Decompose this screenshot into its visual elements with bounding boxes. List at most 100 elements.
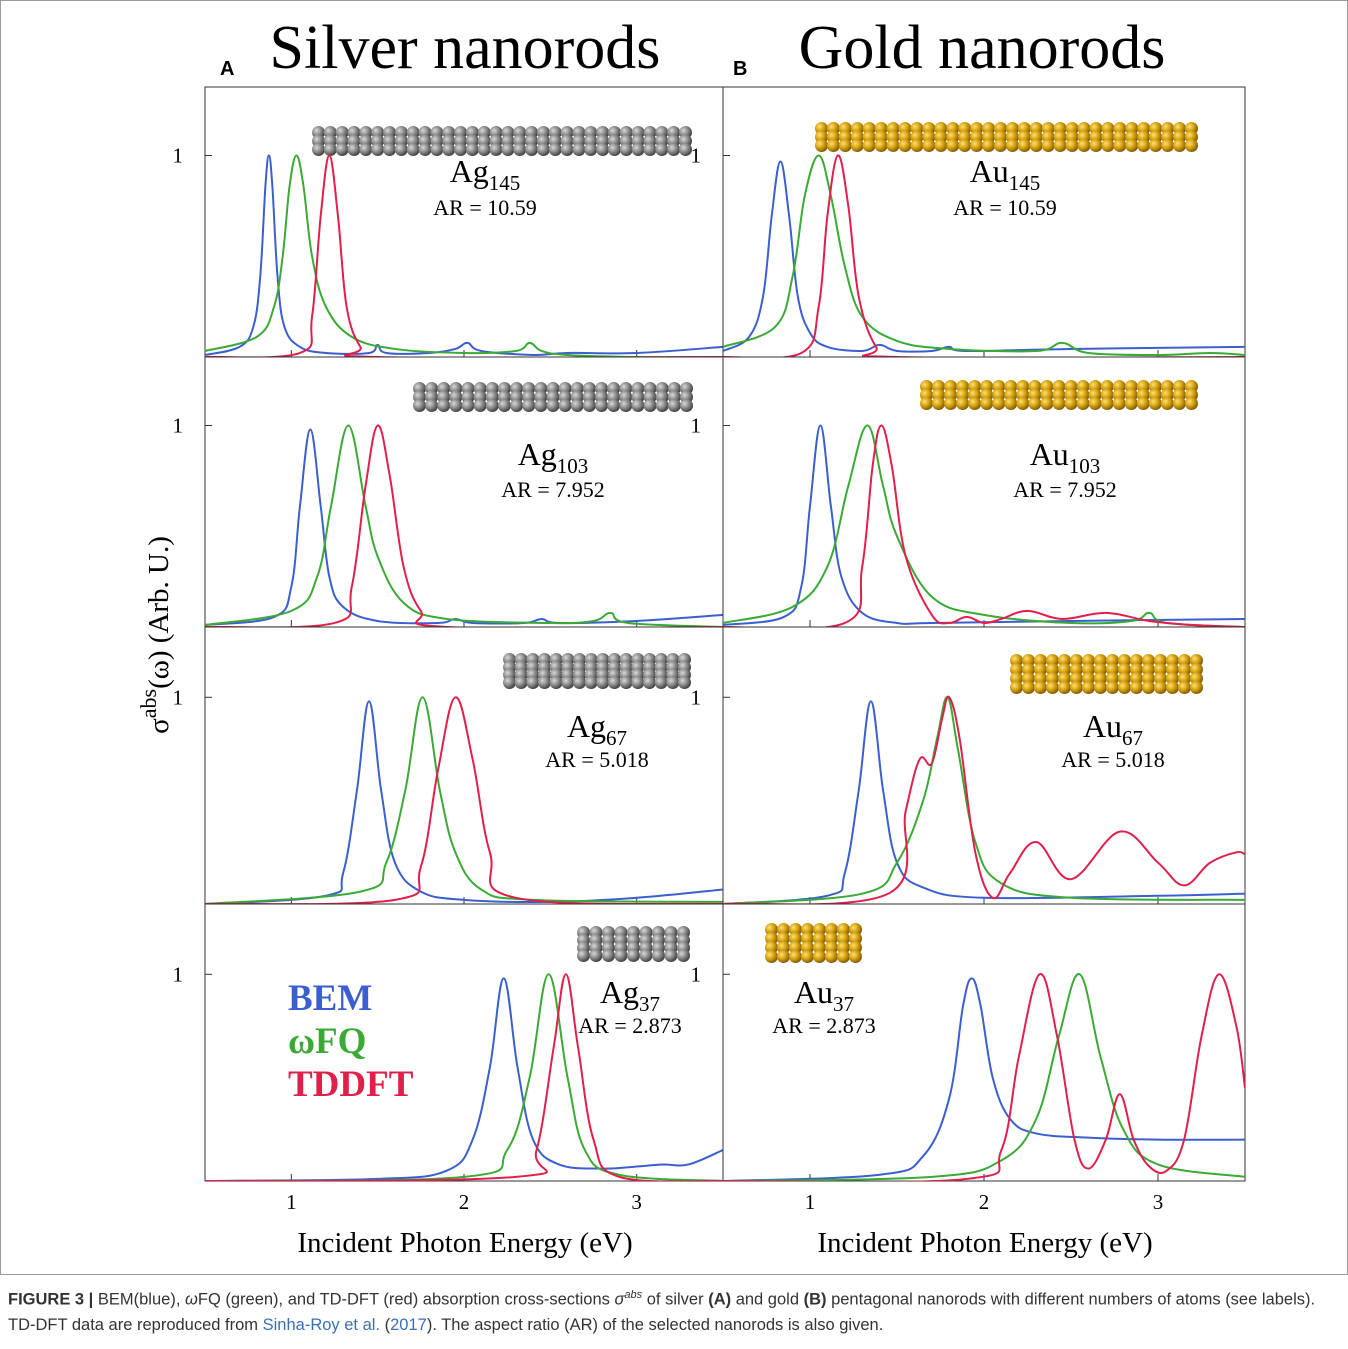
atom: [1142, 663, 1155, 676]
nanorod-image: [765, 923, 862, 963]
atom: [1058, 663, 1071, 676]
figure: A Silver nanorods B Gold nanorods Incide…: [0, 0, 1348, 1275]
atom: [643, 399, 657, 412]
atom: [1053, 139, 1067, 152]
atom: [1082, 672, 1095, 685]
atom: [934, 139, 948, 152]
atom: [1154, 681, 1167, 694]
atom: [679, 143, 692, 156]
element-symbol: Ag: [450, 153, 489, 189]
caption-segment[interactable]: Sinha-Roy et al.: [262, 1315, 381, 1334]
aspect-ratio: AR = 10.59: [433, 195, 536, 220]
atom: [922, 139, 936, 152]
atom: [667, 143, 681, 156]
atom: [1034, 654, 1047, 667]
caption-segment: (B): [803, 1290, 827, 1309]
atom: [558, 399, 572, 412]
atom: [522, 399, 536, 412]
nanorod-label: Ag145: [450, 153, 521, 195]
nanorod-image: [577, 926, 690, 962]
atom: [442, 143, 456, 156]
element-symbol: Ag: [518, 436, 557, 472]
atom: [589, 949, 603, 962]
atom: [1010, 654, 1023, 667]
atom: [1148, 397, 1162, 410]
atom: [801, 941, 814, 954]
atom: [801, 923, 814, 936]
atom: [394, 143, 408, 156]
atom: [1142, 654, 1155, 667]
element-symbol: Au: [794, 974, 833, 1010]
caption-segment: BEM(blue),: [93, 1290, 185, 1309]
caption-segment: ). The aspect ratio (AR) of the selected…: [426, 1315, 884, 1334]
atom: [430, 143, 444, 156]
atom: [619, 143, 633, 156]
atom: [525, 143, 539, 156]
atom: [526, 676, 540, 689]
caption-segment: ω: [185, 1290, 198, 1309]
atom: [461, 399, 475, 412]
atom: [825, 932, 838, 945]
atom: [1178, 672, 1191, 685]
spectrum-line: [205, 424, 723, 627]
atom: [639, 949, 653, 962]
atom-count: 67: [606, 726, 627, 750]
y-tick-label: 1: [173, 685, 184, 709]
atom: [1137, 139, 1151, 152]
atom: [570, 399, 584, 412]
atom: [413, 399, 426, 412]
atom: [655, 399, 669, 412]
atom: [1094, 681, 1107, 694]
atom: [538, 676, 551, 689]
atom: [777, 923, 790, 936]
nanorod-image: [920, 380, 1198, 410]
atom: [1004, 397, 1018, 410]
atom: [1113, 139, 1127, 152]
atom: [1166, 672, 1179, 685]
atom: [1046, 672, 1059, 685]
caption-segment: abs: [624, 1289, 643, 1301]
atom: [982, 139, 996, 152]
atom: [607, 143, 621, 156]
atom: [1070, 663, 1083, 676]
atom-count: 37: [639, 992, 660, 1016]
atom: [1100, 397, 1114, 410]
atom-count: 67: [1122, 726, 1143, 750]
atom: [1178, 681, 1191, 694]
y-tick-label: 1: [691, 144, 702, 168]
atom: [1125, 139, 1139, 152]
atom: [813, 923, 826, 936]
atom: [801, 932, 814, 945]
atom: [631, 676, 645, 689]
x-tick-label: 3: [631, 1190, 642, 1214]
atom: [627, 949, 640, 962]
atom: [359, 143, 373, 156]
atom: [777, 932, 790, 945]
atom: [667, 399, 681, 412]
x-axis-label: Incident Photon Energy (eV): [297, 1227, 632, 1259]
caption-segment[interactable]: 2017: [390, 1315, 427, 1334]
atom: [584, 143, 598, 156]
aspect-ratio: AR = 10.59: [953, 195, 1056, 220]
atom: [577, 949, 590, 962]
atom: [489, 143, 503, 156]
nanorod-image: [815, 122, 1198, 152]
caption-segment: of silver: [642, 1290, 709, 1309]
atom: [596, 676, 610, 689]
atom: [1118, 672, 1131, 685]
aspect-ratio: AR = 5.018: [545, 747, 648, 772]
atom: [631, 143, 645, 156]
aspect-ratio: AR = 7.952: [501, 477, 604, 502]
nanorod-image: [413, 382, 693, 412]
atom: [1185, 139, 1198, 152]
y-label-symbol: σ: [143, 718, 175, 734]
atom: [1010, 672, 1023, 685]
atom: [534, 399, 548, 412]
atom: [1142, 681, 1155, 694]
x-tick-label: 2: [979, 1190, 990, 1214]
atom: [849, 932, 862, 945]
caption-segment: FIGURE 3 |: [8, 1290, 94, 1309]
atom: [1041, 139, 1055, 152]
atom: [910, 139, 924, 152]
column-title: Gold nanorods: [799, 14, 1166, 82]
